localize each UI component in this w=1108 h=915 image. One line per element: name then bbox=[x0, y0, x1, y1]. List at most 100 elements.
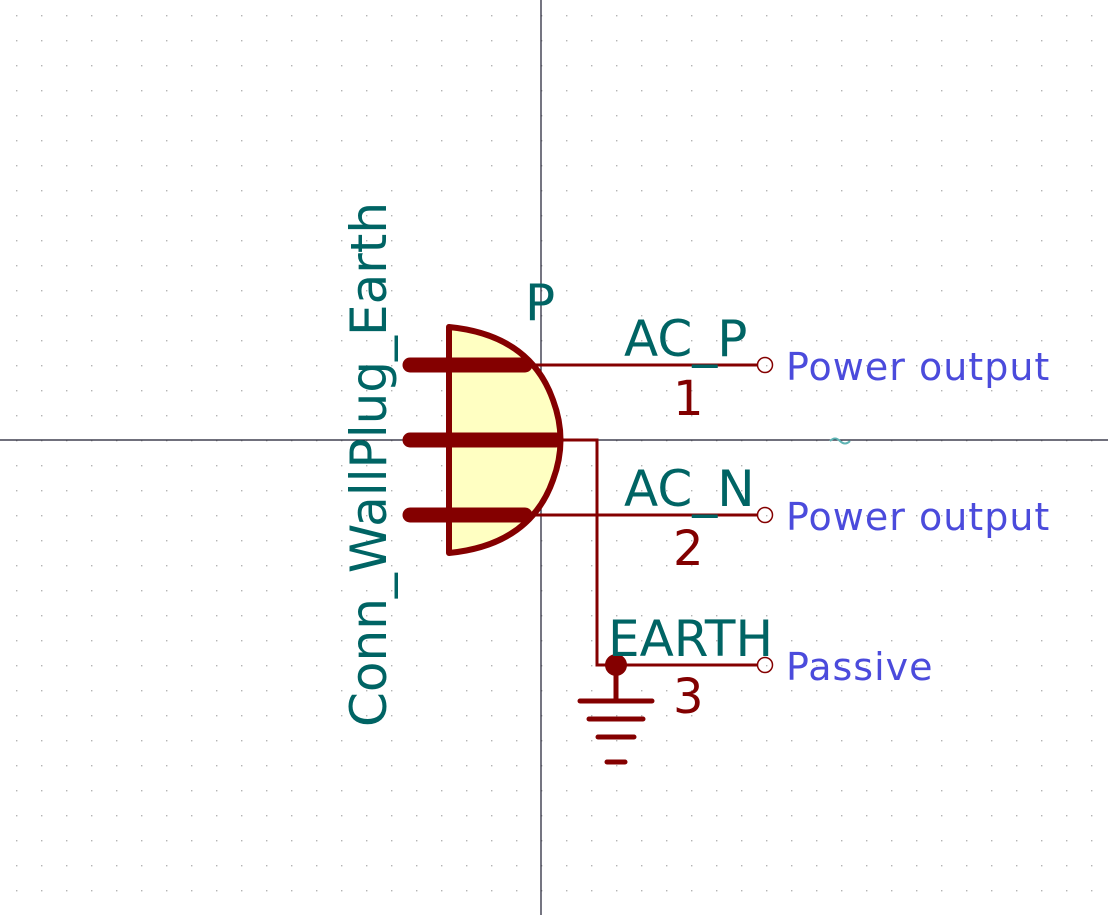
grid-dot bbox=[466, 90, 468, 92]
grid-dot bbox=[941, 90, 943, 92]
grid-dot bbox=[616, 190, 618, 192]
grid-dot bbox=[1091, 415, 1093, 417]
grid-dot bbox=[291, 90, 293, 92]
grid-dot bbox=[991, 840, 993, 842]
grid-dot bbox=[366, 815, 368, 817]
grid-dot bbox=[416, 140, 418, 142]
grid-dot bbox=[166, 690, 168, 692]
grid-dot bbox=[341, 215, 343, 217]
grid-dot bbox=[191, 640, 193, 642]
grid-dot bbox=[641, 390, 643, 392]
grid-dot bbox=[891, 540, 893, 542]
grid-dot bbox=[441, 15, 443, 17]
grid-dot bbox=[391, 265, 393, 267]
grid-dot bbox=[441, 115, 443, 117]
grid-dot bbox=[1016, 665, 1018, 667]
grid-dot bbox=[866, 165, 868, 167]
grid-dot bbox=[41, 715, 43, 717]
grid-dot bbox=[841, 465, 843, 467]
grid-dot bbox=[416, 90, 418, 92]
grid-dot bbox=[316, 190, 318, 192]
grid-dot bbox=[241, 140, 243, 142]
grid-dot bbox=[116, 490, 118, 492]
grid-dot bbox=[166, 540, 168, 542]
grid-dot bbox=[91, 140, 93, 142]
symbol-value-label[interactable]: Conn_WallPlug_Earth bbox=[340, 202, 398, 727]
grid-dot bbox=[491, 140, 493, 142]
pin-2-endpoint[interactable] bbox=[756, 506, 774, 524]
grid-dot bbox=[891, 240, 893, 242]
grid-dot bbox=[91, 865, 93, 867]
grid-dot bbox=[841, 240, 843, 242]
grid-dot bbox=[316, 890, 318, 892]
grid-dot bbox=[1041, 665, 1043, 667]
grid-dot bbox=[216, 390, 218, 392]
pin-3-endpoint[interactable] bbox=[756, 656, 774, 674]
grid-dot bbox=[716, 690, 718, 692]
grid-dot bbox=[841, 215, 843, 217]
grid-dot bbox=[491, 290, 493, 292]
grid-dot bbox=[1016, 465, 1018, 467]
grid-dot bbox=[1091, 265, 1093, 267]
grid-dot bbox=[441, 865, 443, 867]
grid-dot bbox=[116, 90, 118, 92]
grid-dot bbox=[141, 665, 143, 667]
wall-plug-symbol[interactable] bbox=[402, 324, 564, 556]
grid-dot bbox=[691, 815, 693, 817]
grid-dot bbox=[1041, 590, 1043, 592]
grid-dot bbox=[116, 165, 118, 167]
grid-dot bbox=[941, 190, 943, 192]
grid-dot bbox=[841, 815, 843, 817]
grid-dot bbox=[366, 115, 368, 117]
grid-dot bbox=[916, 890, 918, 892]
pin-3[interactable] bbox=[556, 438, 774, 676]
grid-dot bbox=[991, 640, 993, 642]
grid-dot bbox=[341, 715, 343, 717]
grid-dot bbox=[291, 565, 293, 567]
grid-dot bbox=[591, 690, 593, 692]
symbol-reference-label[interactable]: P bbox=[525, 274, 555, 332]
grid-dot bbox=[541, 840, 543, 842]
grid-dot bbox=[91, 465, 93, 467]
grid-dot bbox=[941, 140, 943, 142]
grid-dot bbox=[491, 265, 493, 267]
grid-dot bbox=[241, 565, 243, 567]
grid-dot bbox=[291, 715, 293, 717]
grid-dot bbox=[491, 765, 493, 767]
grid-dot bbox=[866, 90, 868, 92]
grid-dot bbox=[766, 315, 768, 317]
grid-dot bbox=[116, 790, 118, 792]
grid-dot bbox=[316, 640, 318, 642]
grid-dot bbox=[516, 690, 518, 692]
grid-dot bbox=[341, 565, 343, 567]
pin-1-endpoint[interactable] bbox=[756, 356, 774, 374]
grid-dot bbox=[516, 890, 518, 892]
grid-dot bbox=[666, 490, 668, 492]
grid-dot bbox=[866, 840, 868, 842]
grid-dot bbox=[816, 490, 818, 492]
grid-dot bbox=[491, 890, 493, 892]
grid-dot bbox=[191, 90, 193, 92]
grid-dot bbox=[1091, 490, 1093, 492]
grid-dot bbox=[966, 290, 968, 292]
grid-dot bbox=[316, 315, 318, 317]
grid-dot bbox=[391, 15, 393, 17]
grid-dot bbox=[91, 415, 93, 417]
grid-dot bbox=[441, 165, 443, 167]
grid-dot bbox=[91, 190, 93, 192]
grid-dot bbox=[466, 615, 468, 617]
grid-dot bbox=[991, 240, 993, 242]
grid-dot bbox=[216, 465, 218, 467]
grid-dot bbox=[291, 40, 293, 42]
grid-dot bbox=[741, 65, 743, 67]
grid-dot bbox=[241, 190, 243, 192]
pin-1[interactable] bbox=[529, 356, 774, 374]
grid-dot bbox=[91, 315, 93, 317]
grid-dot bbox=[1066, 665, 1068, 667]
grid-dot bbox=[916, 140, 918, 142]
pin-2[interactable] bbox=[529, 506, 774, 524]
grid-dot bbox=[266, 765, 268, 767]
grid-dot bbox=[91, 765, 93, 767]
grid-dot bbox=[516, 565, 518, 567]
